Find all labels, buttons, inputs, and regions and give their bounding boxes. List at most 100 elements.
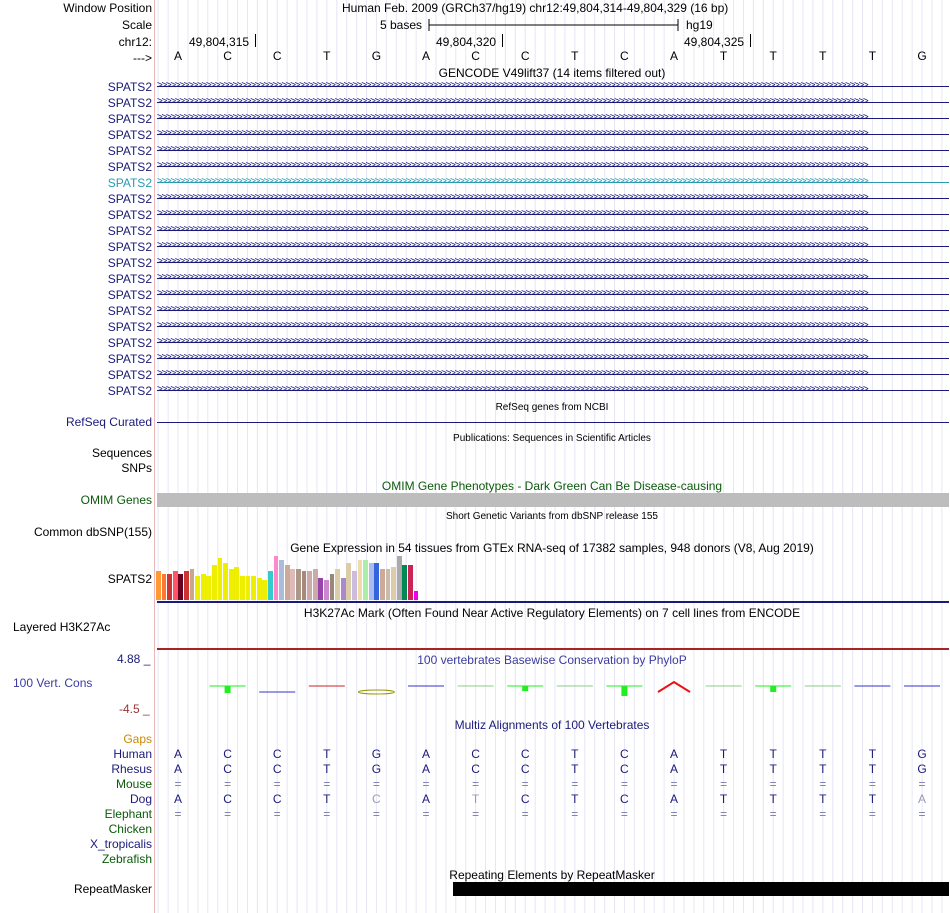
gtex-tissue-bar[interactable] [256, 578, 262, 600]
gencode-gene-label[interactable]: SPATS2 [107, 192, 152, 206]
gencode-transcript-line[interactable] [157, 262, 949, 263]
gtex-tissue-bar[interactable] [156, 571, 161, 600]
repeatmasker-title[interactable]: Repeating Elements by RepeatMasker [449, 868, 655, 882]
gencode-gene-label[interactable]: SPATS2 [107, 368, 152, 382]
gtex-title[interactable]: Gene Expression in 54 tissues from GTEx … [290, 541, 814, 555]
phylop-label[interactable]: 100 Vert. Cons [13, 676, 93, 690]
gencode-transcript-line[interactable] [157, 230, 949, 231]
multiz-title[interactable]: Multiz Alignments of 100 Vertebrates [454, 718, 650, 732]
gtex-tissue-bar[interactable] [161, 574, 167, 600]
gencode-gene-label[interactable]: SPATS2 [107, 304, 152, 318]
gtex-tissue-bar[interactable] [172, 571, 178, 600]
gencode-gene-label[interactable]: SPATS2 [107, 112, 152, 126]
gtex-tissue-bar[interactable] [346, 563, 352, 600]
gencode-transcript-line[interactable] [157, 246, 949, 247]
h3k27ac-label[interactable]: Layered H3K27Ac [13, 620, 111, 634]
gtex-tissue-bar[interactable] [279, 560, 284, 600]
multiz-species-label[interactable]: Human [113, 747, 152, 761]
refseq-title[interactable]: RefSeq genes from NCBI [495, 402, 609, 413]
multiz-species-label[interactable]: Gaps [123, 732, 152, 746]
gencode-transcript-line[interactable] [157, 310, 949, 311]
gtex-tissue-bar[interactable] [413, 591, 419, 600]
gtex-tissue-bar[interactable] [178, 574, 184, 600]
gencode-transcript-line[interactable] [157, 214, 949, 215]
gencode-gene-label[interactable]: SPATS2 [107, 288, 152, 302]
gtex-tissue-bar[interactable] [189, 569, 195, 600]
gtex-tissue-bar[interactable] [217, 558, 223, 600]
gencode-gene-label[interactable]: SPATS2 [107, 352, 152, 366]
gencode-gene-label[interactable]: SPATS2 [107, 208, 152, 222]
repeatmasker-label[interactable]: RepeatMasker [73, 882, 152, 896]
multiz-species-label[interactable]: Mouse [115, 777, 152, 791]
gencode-transcript-line[interactable] [157, 198, 949, 199]
gtex-tissue-bar[interactable] [391, 567, 396, 600]
gencode-transcript-line[interactable] [157, 102, 949, 103]
gencode-gene-label[interactable]: SPATS2 [107, 80, 152, 94]
multiz-species-label[interactable]: Dog [129, 792, 152, 806]
multiz-species-label[interactable]: Rhesus [111, 762, 152, 776]
gtex-tissue-bar[interactable] [212, 565, 217, 600]
gtex-tissue-bar[interactable] [223, 563, 228, 600]
gencode-gene-label[interactable]: SPATS2 [107, 128, 152, 142]
multiz-species-label[interactable]: X_tropicalis [89, 837, 152, 851]
gtex-tissue-bar[interactable] [290, 569, 296, 600]
gencode-gene-label[interactable]: SPATS2 [107, 384, 152, 398]
gencode-transcript-line[interactable] [157, 134, 949, 135]
gtex-tissue-bar[interactable] [284, 565, 290, 600]
repeatmasker-feature[interactable] [453, 882, 949, 896]
gtex-tissue-bar[interactable] [273, 556, 279, 600]
gtex-tissue-bar[interactable] [380, 569, 385, 600]
gtex-tissue-bar[interactable] [234, 567, 240, 600]
gtex-tissue-bar[interactable] [262, 580, 268, 600]
gtex-tissue-bar[interactable] [385, 569, 391, 600]
gtex-tissue-bar[interactable] [402, 565, 408, 600]
gtex-tissue-bar[interactable] [335, 569, 340, 600]
gencode-transcript-line[interactable] [157, 374, 949, 375]
gencode-gene-label[interactable]: SPATS2 [107, 320, 152, 334]
dbsnp-label[interactable]: Common dbSNP(155) [33, 525, 152, 539]
gencode-gene-label[interactable]: SPATS2 [107, 160, 152, 174]
gencode-transcript-line[interactable] [157, 358, 949, 359]
gtex-tissue-bar[interactable] [268, 571, 273, 600]
gtex-tissue-bar[interactable] [167, 574, 172, 600]
gencode-gene-label[interactable]: SPATS2 [107, 144, 152, 158]
gtex-tissue-bar[interactable] [352, 571, 357, 600]
gencode-transcript-line[interactable] [157, 118, 949, 119]
refseq-label[interactable]: RefSeq Curated [65, 415, 152, 429]
gtex-tissue-bar[interactable] [340, 578, 346, 600]
gencode-transcript-line[interactable] [157, 342, 949, 343]
gencode-gene-label[interactable]: SPATS2 [107, 96, 152, 110]
gtex-tissue-bar[interactable] [312, 569, 318, 600]
gencode-transcript-line[interactable] [157, 166, 949, 167]
gencode-gene-label[interactable]: SPATS2 [107, 176, 152, 190]
omim-label[interactable]: OMIM Genes [80, 493, 152, 507]
gtex-tissue-bar[interactable] [301, 571, 307, 600]
gtex-tissue-bar[interactable] [329, 574, 335, 600]
h3k27ac-title[interactable]: H3K27Ac Mark (Often Found Near Active Re… [303, 606, 801, 620]
gencode-gene-label[interactable]: SPATS2 [107, 256, 152, 270]
gencode-gene-label[interactable]: SPATS2 [107, 240, 152, 254]
gtex-tissue-bar[interactable] [296, 569, 301, 600]
gtex-tissue-bar[interactable] [374, 563, 380, 600]
gtex-tissue-bar[interactable] [240, 576, 245, 600]
dbsnp-title[interactable]: Short Genetic Variants from dbSNP releas… [446, 511, 658, 522]
gencode-gene-label[interactable]: SPATS2 [107, 272, 152, 286]
gencode-transcript-line[interactable] [157, 390, 949, 391]
multiz-species-label[interactable]: Elephant [104, 807, 152, 821]
gencode-transcript-line[interactable] [157, 294, 949, 295]
gtex-tissue-bar[interactable] [357, 560, 363, 600]
omim-title[interactable]: OMIM Gene Phenotypes - Dark Green Can Be… [381, 479, 723, 493]
phylop-track[interactable] [155, 660, 950, 710]
gtex-tissue-bar[interactable] [195, 576, 200, 600]
gencode-transcript-line[interactable] [157, 86, 949, 87]
publications-title[interactable]: Publications: Sequences in Scientific Ar… [453, 433, 651, 444]
snps-label[interactable]: SNPs [121, 461, 152, 475]
gencode-gene-label[interactable]: SPATS2 [107, 336, 152, 350]
gtex-tissue-bar[interactable] [251, 576, 256, 600]
multiz-species-label[interactable]: Zebrafish [101, 852, 152, 866]
gencode-transcript-line[interactable] [157, 278, 949, 279]
gtex-tissue-bar[interactable] [368, 563, 374, 600]
gencode-transcript-line[interactable] [157, 326, 949, 327]
phylop-title[interactable]: 100 vertebrates Basewise Conservation by… [417, 653, 687, 667]
omim-feature[interactable] [157, 493, 949, 507]
